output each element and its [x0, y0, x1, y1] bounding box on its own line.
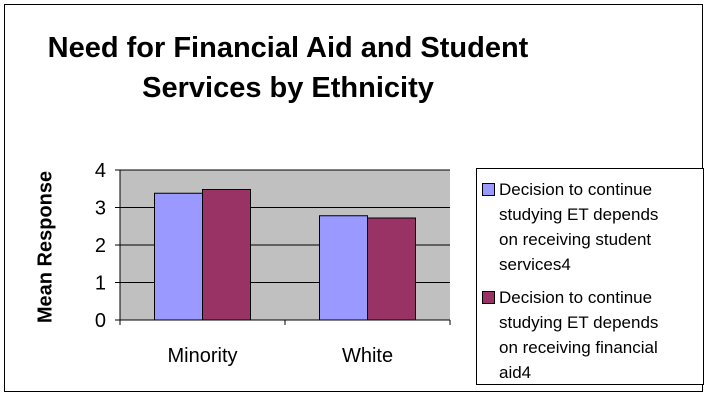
x-tick-label: White	[342, 345, 393, 367]
legend-item-financial-aid: Decision to continue studying ET depends…	[482, 285, 699, 385]
chart-legend: Decision to continue studying ET depends…	[476, 168, 704, 385]
y-tick-label: 4	[95, 160, 106, 182]
legend-label-line: studying ET depends	[499, 205, 659, 224]
legend-label-line: Decision to continue	[499, 180, 653, 199]
legend-item-student-services: Decision to continue studying ET depends…	[482, 177, 699, 277]
legend-label-line: on receiving student	[499, 230, 652, 249]
y-tick-label: 0	[95, 310, 106, 332]
legend-label-line: aid4	[499, 363, 532, 382]
bar-financial-aid-white	[367, 217, 416, 321]
chart-title-line-2: Services by Ethnicity	[142, 72, 434, 104]
chart-title: Need for Financial Aid and Student Servi…	[0, 28, 576, 108]
chart-title-line-1: Need for Financial Aid and Student	[47, 32, 529, 64]
x-tick-label: Minority	[167, 345, 237, 367]
legend-label-student-services: Decision to continue studying ET depends…	[499, 177, 658, 277]
y-tick-label: 2	[95, 235, 106, 257]
legend-swatch-student-services	[482, 183, 495, 196]
legend-label-line: studying ET depends	[499, 313, 659, 332]
bar-student-services-white	[319, 215, 368, 321]
legend-swatch-financial-aid	[482, 291, 495, 304]
bar-financial-aid-minority	[202, 189, 251, 321]
legend-label-line: on receiving financial	[499, 338, 658, 357]
bar-student-services-minority	[154, 192, 203, 321]
legend-label-line: services4	[499, 255, 571, 274]
legend-label-financial-aid: Decision to continue studying ET depends…	[499, 285, 658, 385]
legend-label-line: Decision to continue	[499, 288, 653, 307]
y-tick-label: 1	[95, 273, 106, 295]
y-tick-label: 3	[95, 198, 106, 220]
